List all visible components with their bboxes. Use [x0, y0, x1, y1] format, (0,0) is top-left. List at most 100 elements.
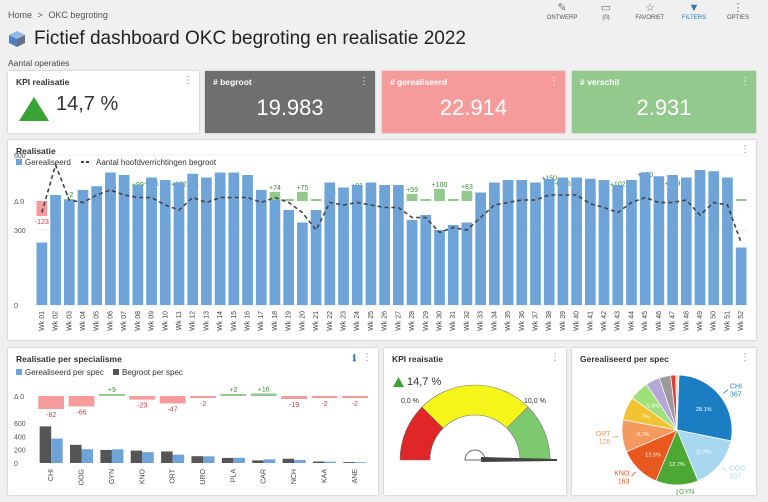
pie-leader	[722, 467, 728, 472]
pie-pct-label: 5.8%	[647, 403, 660, 409]
toolbar-filters-button[interactable]: ▼ FILTERS	[672, 2, 716, 21]
gauge-card: KPI reaisatie ⋮ 14,7 % 0,0 % 10,0 %	[384, 348, 566, 495]
toolbar-comments-button[interactable]: ▭ (0)	[584, 2, 628, 21]
bar-gerealiseerd	[612, 185, 624, 305]
toolbar-favoriet-button[interactable]: ☆ FAVORIET	[628, 2, 672, 21]
diff-label: -23	[137, 403, 147, 410]
bar-gerealiseerd	[50, 195, 61, 305]
y-tick-label: 600	[14, 421, 26, 428]
bar-gerealiseerd	[447, 225, 459, 305]
pie-value: 163	[618, 478, 630, 485]
diff-bar	[190, 396, 216, 398]
toolbar-ontwerp-button[interactable]: ✎ ONTWERP	[540, 2, 584, 21]
tile-gerealiseerd[interactable]: # gerealiseerd ⋮ 22.914	[382, 71, 565, 133]
x-tick-label: Wk 30	[436, 311, 443, 331]
kebab-icon[interactable]: ⋮	[740, 76, 750, 87]
tile-verschil[interactable]: # verschil ⋮ 2.931	[572, 71, 756, 133]
x-tick-label: Wk 12	[190, 311, 197, 331]
tile-label: # verschil	[580, 77, 620, 87]
legend-swatch-gerealiseerd	[16, 159, 22, 165]
diff-axis-label: Δ 0	[14, 394, 24, 401]
x-tick-label: Wk 51	[724, 311, 731, 331]
bar-begroot	[161, 451, 173, 463]
kpi-card[interactable]: KPI realisatie ⋮ 14,7 %	[8, 71, 199, 133]
bar-gerealiseerd	[434, 230, 445, 305]
info-icon[interactable]: ℹ	[352, 353, 356, 363]
comment-icon: ▭	[600, 2, 612, 14]
bar-gerealiseerd	[310, 210, 322, 305]
gauge-min-label: 0,0 %	[401, 398, 419, 405]
kebab-icon[interactable]: ⋮	[740, 144, 750, 155]
pie-value: 207	[729, 473, 741, 480]
x-tick-label: Wk 05	[94, 311, 101, 331]
pie-label: OOG	[729, 465, 745, 472]
bar-begroot	[191, 456, 203, 463]
breadcrumb-separator: >	[37, 10, 43, 20]
bar-gerealiseerd	[543, 178, 555, 305]
x-tick-label: Wk 06	[107, 311, 114, 331]
kebab-icon[interactable]: ⋮	[362, 352, 372, 363]
x-tick-label: OOG	[79, 469, 86, 485]
bar-gerealiseerd	[81, 449, 94, 463]
breadcrumb: Home > OKC begroting	[8, 10, 108, 20]
pencil-icon: ✎	[557, 2, 567, 14]
legend-swatch-begroot	[113, 369, 119, 375]
x-tick-label: Wk 26	[382, 311, 389, 331]
x-tick-label: Wk 37	[532, 311, 539, 331]
x-tick-label: Wk 16	[245, 311, 252, 331]
breadcrumb-current[interactable]: OKC begroting	[48, 10, 108, 20]
x-tick-label: Wk 46	[656, 311, 663, 331]
diff-bar	[461, 190, 473, 201]
pie-card: Gerealiseerd per spec ⋮ 28.1% CHI 367 11.9%…	[572, 348, 756, 495]
x-tick-label: Wk 34	[491, 311, 498, 331]
bar-gerealiseerd	[111, 449, 124, 463]
pie-pct-label: 9.7%	[637, 432, 650, 438]
breadcrumb-home[interactable]: Home	[8, 10, 33, 20]
x-tick-label: Wk 19	[286, 311, 293, 331]
x-tick-label: Wk 11	[176, 311, 183, 330]
bar-gerealiseerd	[91, 186, 103, 305]
bar-begroot	[130, 450, 143, 463]
bar-begroot	[312, 461, 325, 463]
page-header: Fictief dashboard OKC begroting en reali…	[8, 28, 466, 50]
bar-gerealiseerd	[228, 172, 240, 305]
bar-gerealiseerd	[255, 190, 267, 305]
kebab-icon[interactable]: ⋮	[359, 76, 369, 87]
tile-begroot[interactable]: # begroot ⋮ 19.983	[205, 71, 375, 133]
diff-label: -2	[200, 401, 206, 408]
diff-label: +83	[461, 184, 473, 191]
bar-gerealiseerd	[338, 187, 349, 305]
bar-gerealiseerd	[269, 200, 281, 305]
x-tick-label: Wk 41	[587, 311, 594, 331]
bar-gerealiseerd	[653, 176, 665, 305]
bar-gerealiseerd	[680, 177, 692, 305]
bar-begroot	[70, 444, 82, 463]
pie-leader	[631, 471, 636, 477]
x-tick-label: Wk 14	[217, 311, 224, 331]
kebab-icon[interactable]: ⋮	[549, 76, 559, 87]
bar-begroot	[39, 426, 52, 463]
x-tick-label: NCH	[291, 469, 298, 484]
kebab-icon[interactable]: ⋮	[183, 75, 193, 86]
x-tick-label: Wk 10	[162, 311, 169, 331]
bar-gerealiseerd	[488, 182, 500, 305]
bar-gerealiseerd	[530, 182, 541, 305]
bar-begroot	[252, 460, 264, 463]
diff-label: +75	[296, 185, 308, 192]
diff-bar	[99, 394, 125, 396]
bar-gerealiseerd	[297, 222, 308, 305]
diff-label: +2	[65, 192, 73, 199]
kebab-icon[interactable]: ⋮	[550, 352, 560, 363]
page-title: Fictief dashboard OKC begroting en reali…	[34, 28, 466, 49]
toolbar-opties-button[interactable]: ⋮ OPTIES	[716, 2, 760, 21]
diff-bar	[281, 396, 307, 400]
diff-bar	[447, 199, 459, 201]
kebab-icon[interactable]: ⋮	[740, 352, 750, 363]
pie-pct-label: 12.7%	[669, 462, 685, 468]
bar-gerealiseerd	[406, 220, 418, 305]
x-tick-label: Wk 27	[395, 311, 402, 331]
toolbar-label: ONTWERP	[546, 15, 578, 21]
x-tick-label: Wk 40	[574, 311, 581, 331]
bar-gerealiseerd	[233, 457, 245, 463]
pie-label: GYN	[679, 489, 694, 495]
